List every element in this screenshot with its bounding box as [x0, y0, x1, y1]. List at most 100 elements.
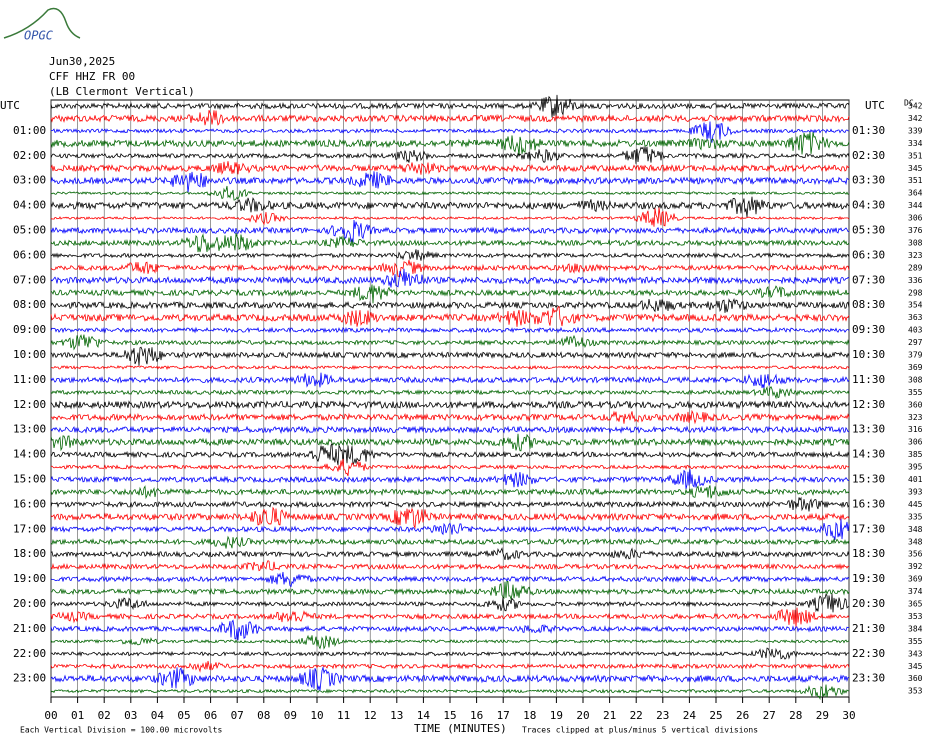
trace: [50, 297, 850, 313]
trace: [50, 634, 850, 650]
trace-value: 393: [908, 487, 923, 496]
trace: [50, 425, 850, 435]
x-tick-label: 20: [576, 709, 589, 722]
logo: OPGC: [24, 29, 54, 43]
right-hour-label: 12:30: [852, 398, 885, 411]
x-tick-label: 24: [683, 709, 697, 722]
trace-value: 334: [908, 139, 923, 148]
x-tick-label: 25: [709, 709, 722, 722]
trace: [50, 334, 850, 351]
x-tick-label: 27: [763, 709, 776, 722]
trace-value: 336: [908, 276, 923, 285]
trace: [50, 249, 850, 261]
right-hour-label: 15:30: [852, 473, 885, 486]
trace-value: 323: [908, 413, 923, 422]
trace: [50, 110, 850, 126]
right-hour-label: 07:30: [852, 273, 885, 286]
left-hour-label: 16:00: [13, 497, 46, 510]
trace: [50, 284, 850, 304]
right-hour-label: 02:30: [852, 149, 885, 162]
trace-value: 395: [908, 463, 923, 472]
right-hour-label: 19:30: [852, 572, 885, 585]
left-hour-label: 22:00: [13, 647, 46, 660]
trace-value: 403: [908, 326, 923, 335]
trace-value: 298: [908, 288, 923, 297]
trace-value: 339: [908, 126, 923, 135]
x-tick-label: 29: [816, 709, 829, 722]
trace-value: 445: [908, 500, 923, 509]
right-hour-label: 09:30: [852, 323, 885, 336]
trace-value: 355: [908, 637, 923, 646]
trace-value: 344: [908, 201, 923, 210]
right-hour-label: 03:30: [852, 174, 885, 187]
trace-value: 306: [908, 214, 923, 223]
trace: [50, 372, 850, 389]
left-hour-label: 07:00: [13, 273, 46, 286]
trace-value: 365: [908, 600, 923, 609]
trace: [50, 560, 850, 572]
left-hour-label: 19:00: [13, 572, 46, 585]
trace-value: 392: [908, 562, 923, 571]
trace-value: 374: [908, 587, 923, 596]
right-hour-label: 01:30: [852, 124, 885, 137]
trace: [50, 506, 850, 530]
trace-value: 351: [908, 176, 923, 185]
trace-value: 384: [908, 624, 923, 633]
x-tick-label: 04: [151, 709, 165, 722]
left-hour-label: 10:00: [13, 348, 46, 361]
x-tick-label: 17: [497, 709, 510, 722]
trace-value: 306: [908, 438, 923, 447]
trace-value: 345: [908, 164, 923, 173]
trace: [50, 385, 850, 400]
right-hour-label: 17:30: [852, 522, 885, 535]
trace: [50, 185, 850, 201]
dc-label: DC: [904, 99, 914, 108]
trace: [50, 326, 850, 334]
right-hour-label: 11:30: [852, 373, 885, 386]
trace: [50, 666, 849, 691]
trace: [50, 593, 850, 613]
left-hour-label: 13:00: [13, 423, 46, 436]
trace: [50, 146, 850, 164]
x-tick-label: 15: [443, 709, 456, 722]
left-hour-label: 01:00: [13, 124, 46, 137]
location: (LB Clermont Vertical): [49, 85, 195, 98]
x-tick-label: 06: [204, 709, 217, 722]
trace: [50, 433, 850, 452]
trace-value: 360: [908, 400, 923, 409]
trace: [50, 547, 850, 561]
x-tick-label: 07: [231, 709, 244, 722]
trace-value: 379: [908, 351, 923, 360]
trace-value: 356: [908, 550, 923, 559]
trace: [50, 219, 850, 243]
x-tick-label: 09: [284, 709, 297, 722]
left-hour-label: 06:00: [13, 248, 46, 261]
trace-value: 369: [908, 363, 923, 372]
trace-value: 353: [908, 687, 923, 696]
trace-value: 351: [908, 151, 923, 160]
trace-value: 354: [908, 301, 923, 310]
x-tick-label: 28: [789, 709, 802, 722]
trace: [50, 232, 850, 253]
trace: [50, 196, 850, 218]
trace-value: 335: [908, 512, 923, 521]
x-axis-title: TIME (MINUTES): [414, 722, 507, 735]
x-tick-label: 18: [523, 709, 536, 722]
x-tick-label: 21: [603, 709, 616, 722]
trace: [50, 496, 850, 512]
trace-value: 308: [908, 238, 923, 247]
trace: [50, 458, 850, 477]
trace: [50, 161, 850, 175]
right-hour-label: 18:30: [852, 547, 885, 560]
trace-value: 376: [908, 226, 923, 235]
right-hour-label: 16:30: [852, 497, 885, 510]
x-tick-label: 02: [98, 709, 111, 722]
trace: [50, 94, 850, 118]
trace: [51, 580, 850, 601]
trace: [50, 364, 850, 371]
left-hour-label: 21:00: [13, 622, 46, 635]
trace-value: 348: [908, 537, 923, 546]
left-hour-label: 02:00: [13, 149, 46, 162]
date: Jun30,2025: [49, 55, 115, 68]
left-hour-label: 20:00: [13, 597, 46, 610]
